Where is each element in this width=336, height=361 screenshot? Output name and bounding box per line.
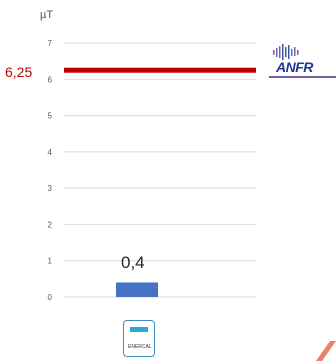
- meter-device-icon: ENERCAL: [123, 320, 155, 357]
- reference-line: [64, 67, 256, 73]
- y-tick-label: 6: [48, 75, 53, 84]
- y-tick-label: 1: [48, 257, 53, 266]
- device-screen: [130, 327, 148, 332]
- gridlines: [64, 42, 256, 298]
- y-tick-label: 3: [48, 184, 53, 193]
- bar: [116, 282, 158, 297]
- bars: [116, 282, 158, 297]
- y-axis-ticks: 0 1 2 3 4 5 6 7: [48, 39, 53, 302]
- corner-decoration-icon: [316, 341, 336, 361]
- y-axis-unit: µT: [40, 9, 54, 21]
- y-tick-label: 2: [48, 220, 53, 229]
- bar-value-label: 0,4: [121, 253, 145, 272]
- y-tick-label: 4: [48, 148, 53, 157]
- anfr-logo: ANFR: [268, 44, 336, 94]
- anfr-logo-text: ANFR: [276, 59, 313, 75]
- device-brand-label: ENERCAL: [128, 344, 152, 350]
- signal-waves-icon: [273, 44, 299, 60]
- y-tick-label: 0: [48, 293, 53, 302]
- reference-line-layer: [64, 67, 256, 73]
- y-tick-label: 5: [48, 112, 53, 121]
- reference-line-label: 6,25: [5, 64, 33, 80]
- anfr-logo-subline: [269, 76, 336, 78]
- y-tick-label: 7: [48, 39, 53, 48]
